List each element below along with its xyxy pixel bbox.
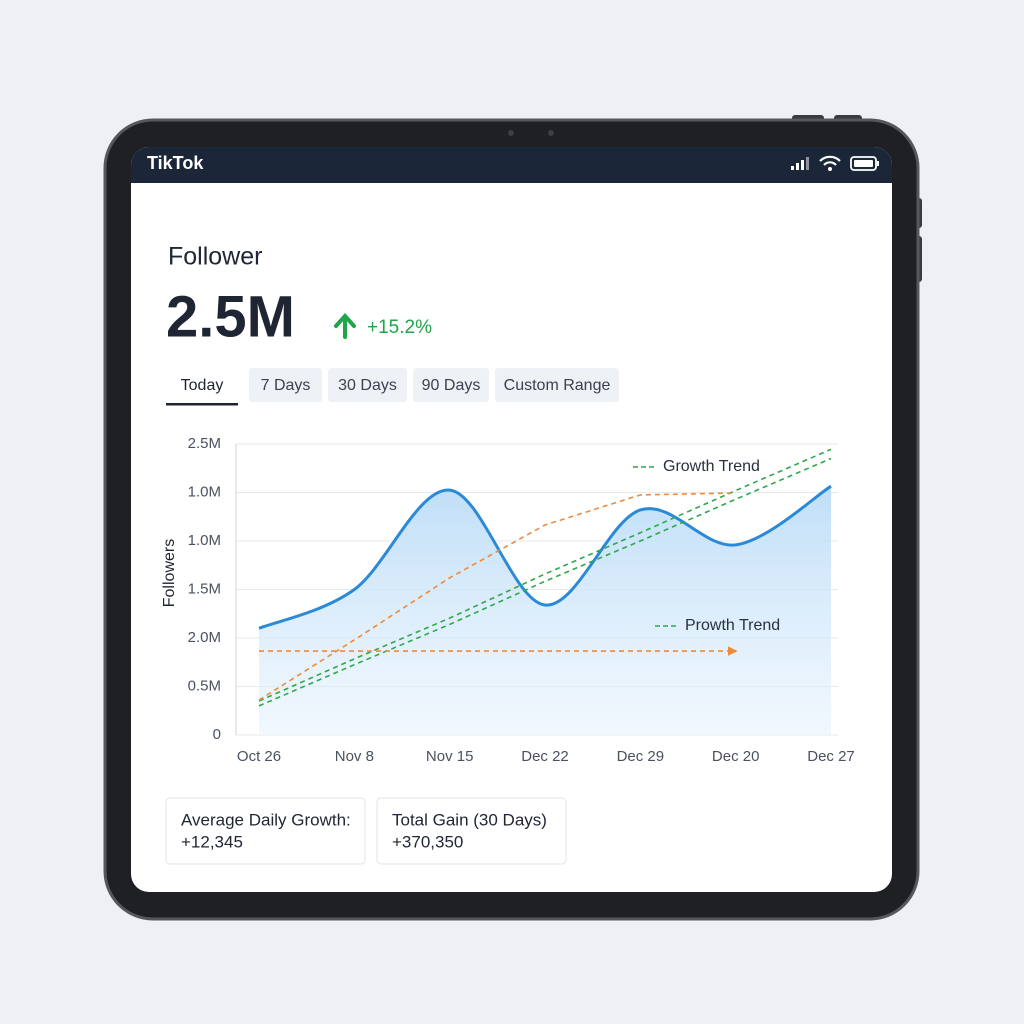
area xyxy=(259,486,831,735)
up-arrow xyxy=(334,313,356,339)
legend-label: Growth Trend xyxy=(663,458,760,475)
y-tick-label: 0.5M xyxy=(188,677,221,694)
line xyxy=(258,484,832,630)
x-tick-label: Nov 15 xyxy=(426,748,474,765)
trend-line xyxy=(258,457,832,707)
tab-label[interactable]: Today xyxy=(181,377,224,394)
tab-background[interactable] xyxy=(249,368,322,402)
legend-label: Prowth Trend xyxy=(685,617,780,634)
y-tick-label: 0 xyxy=(213,726,221,743)
camera xyxy=(508,130,514,136)
stat-card xyxy=(376,797,567,865)
tab-label[interactable]: 7 Days xyxy=(261,377,311,394)
tab-label[interactable]: 30 Days xyxy=(338,377,397,394)
x-tick-label: Dec 20 xyxy=(712,748,760,765)
x-tick-label: Dec 22 xyxy=(521,748,569,765)
stat-label: Average Daily Growth: xyxy=(181,810,351,829)
y-tick-label: 1.0M xyxy=(188,532,221,549)
tab-label[interactable]: Custom Range xyxy=(504,377,611,394)
stat-value: +12,345 xyxy=(181,832,243,851)
follower-count: 2.5M xyxy=(166,284,295,349)
camera xyxy=(548,130,554,136)
change: +15.2% xyxy=(367,317,432,338)
app-name: TikTok xyxy=(147,153,204,173)
y-tick-label: 1.0M xyxy=(188,483,221,500)
status-icons xyxy=(791,155,879,171)
tab-background[interactable] xyxy=(328,368,407,402)
x-tick-label: Dec 29 xyxy=(617,748,665,765)
y-axis-label: Followers xyxy=(161,539,178,607)
chart: 0 0.5M 2.0M 1.5M 1.0M 1.0M 2.5M Oct 26 Nov 8 Nov … xyxy=(188,435,855,765)
x-tick-label: Dec 27 xyxy=(807,748,855,765)
stat-label: Total Gain (30 Days) xyxy=(392,810,547,829)
tab-underline xyxy=(166,403,238,406)
tab-background[interactable] xyxy=(495,368,619,402)
stat-value: +370,350 xyxy=(392,832,463,851)
tab-background[interactable] xyxy=(413,368,489,402)
stat-card xyxy=(165,797,366,865)
y-tick-label: 2.0M xyxy=(188,629,221,646)
y-tick-label: 1.5M xyxy=(188,580,221,597)
x-tick-label: Oct 26 xyxy=(237,748,281,765)
tab-label[interactable]: 90 Days xyxy=(422,377,481,394)
trend-line xyxy=(258,492,736,701)
page-title: Follower xyxy=(168,243,262,271)
x-tick-label: Nov 8 xyxy=(335,748,374,765)
tabs: Today 7 Days 30 Days 90 Days Custom Range xyxy=(166,368,619,406)
status-bar xyxy=(131,147,892,183)
y-tick-label: 2.5M xyxy=(188,435,221,452)
